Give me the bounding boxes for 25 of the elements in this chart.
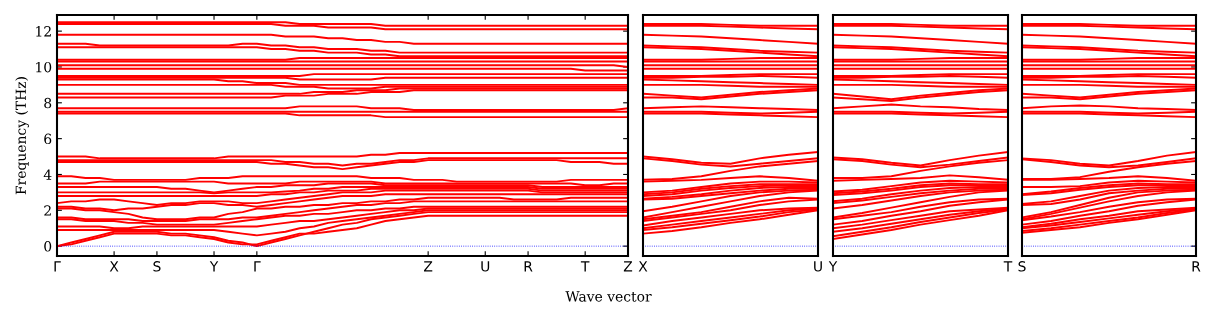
y-tick-label: 2 — [44, 205, 51, 216]
x-tick-label: U — [814, 261, 822, 272]
x-tick-label: Γ — [54, 261, 61, 272]
x-tick-label: S — [1018, 261, 1026, 272]
y-tick-label: 8 — [44, 97, 52, 109]
x-tick-label: Y — [828, 261, 838, 272]
y-tick-label: 10 — [36, 61, 52, 73]
x-tick-label: T — [580, 261, 590, 272]
x-tick-label: Y — [209, 261, 219, 272]
x-tick-label: Γ — [254, 261, 261, 272]
x-tick-label: T — [1003, 261, 1013, 272]
x-tick-label: S — [153, 261, 161, 272]
y-tick-label: 0 — [44, 241, 52, 252]
x-tick-label: X — [109, 261, 119, 272]
x-tick-label: U — [481, 261, 490, 272]
y-tick-label: 4 — [43, 169, 52, 180]
x-tick-label: Z — [623, 261, 633, 272]
y-axis-title: Frequency (THz) — [15, 77, 29, 195]
y-tick-label: 6 — [44, 133, 52, 145]
x-tick-label: R — [524, 261, 533, 272]
x-tick-label: R — [1192, 261, 1201, 272]
x-tick-label: Z — [424, 261, 433, 272]
x-tick-label: X — [638, 261, 648, 272]
y-tick-label: 12 — [36, 26, 51, 37]
x-axis-title: Wave vector — [565, 291, 652, 302]
